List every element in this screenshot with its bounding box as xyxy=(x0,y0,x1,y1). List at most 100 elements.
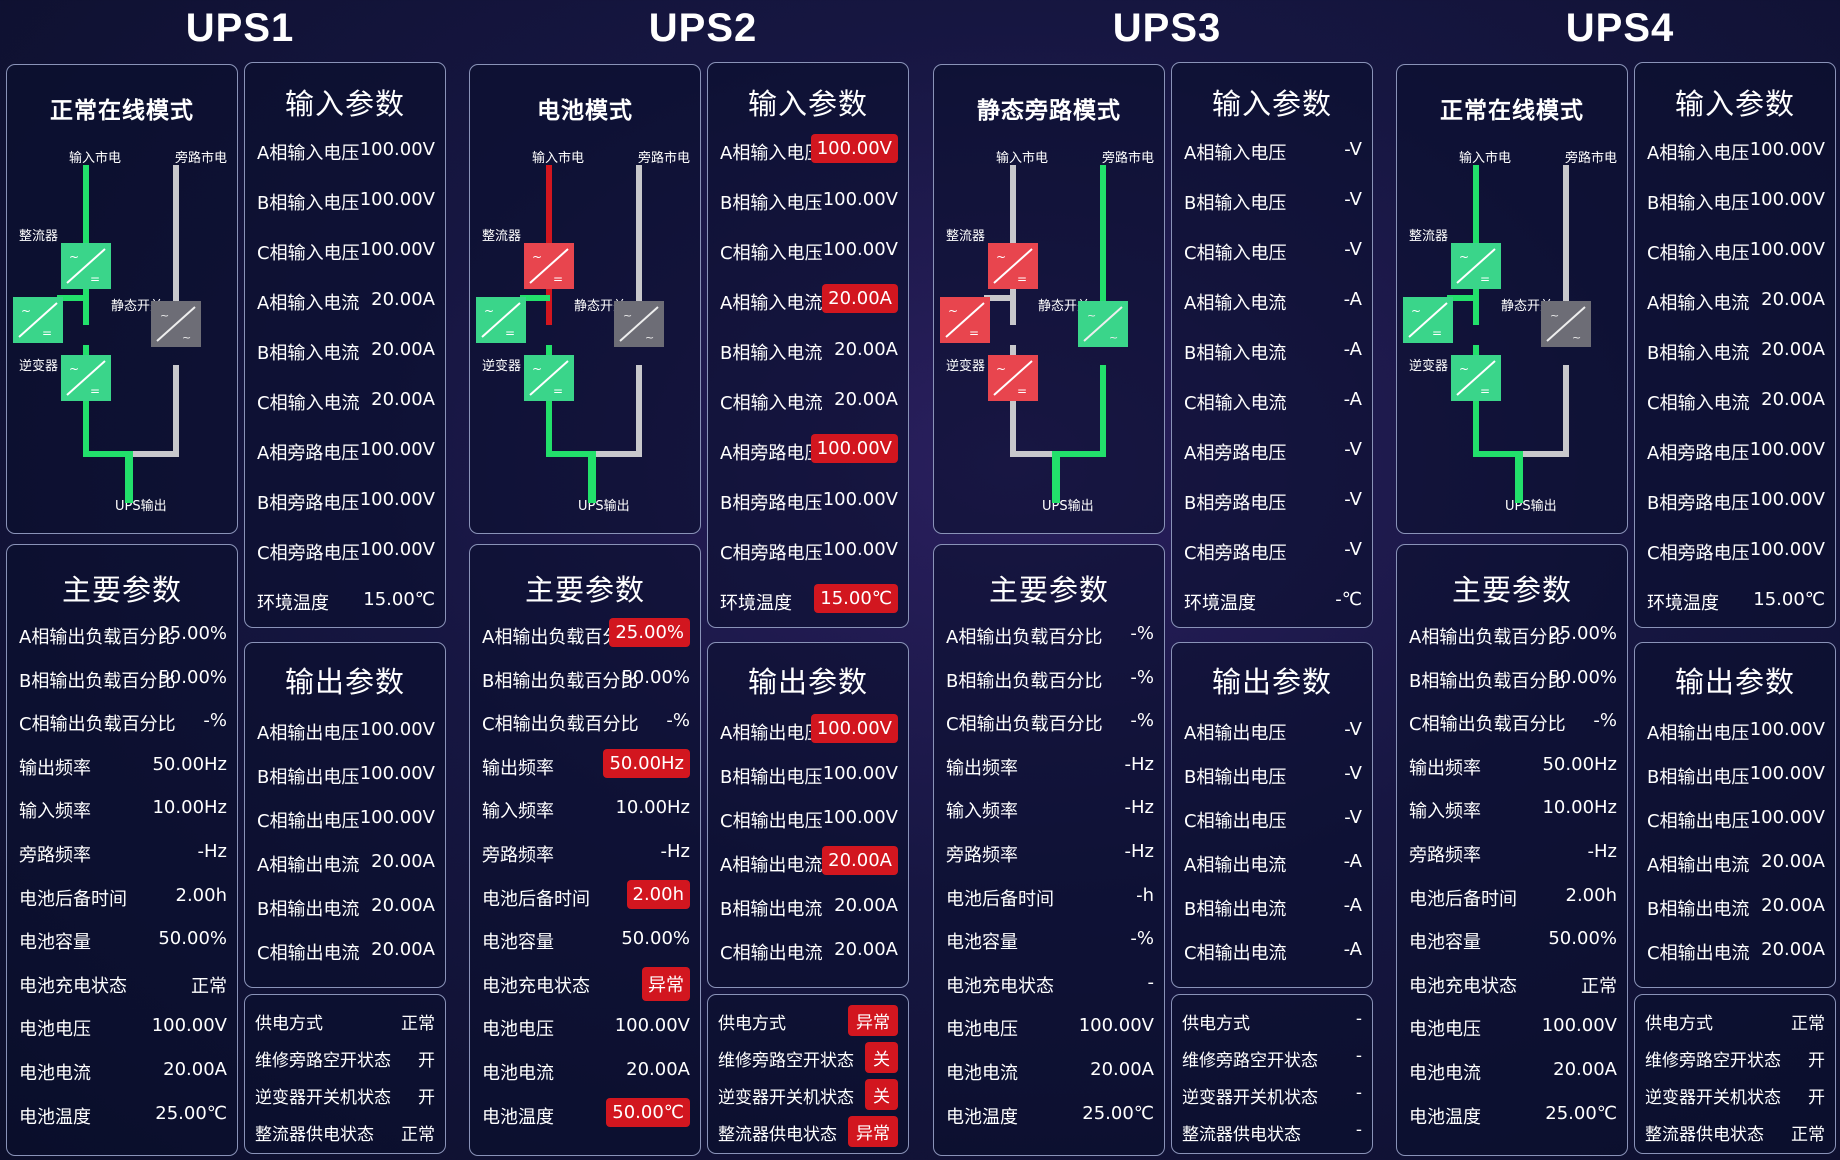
bypass-line xyxy=(1100,165,1106,325)
param-label: B相输入电压 xyxy=(1184,193,1287,214)
param-label: C相输出负载百分比 xyxy=(946,714,1103,736)
param-value: 100.00V xyxy=(359,763,435,784)
param-value: 20.00A xyxy=(834,339,898,360)
param-value-alarm: 100.00V xyxy=(810,714,898,743)
inverter-icon: ~ = xyxy=(524,355,574,401)
param-value: -Hz xyxy=(1124,753,1154,775)
output-line xyxy=(1515,451,1523,503)
dc-bus-line xyxy=(1010,285,1016,325)
svg-text:=: = xyxy=(553,384,563,398)
param-value: 100.00V xyxy=(1078,1015,1154,1037)
param-value: 20.00A xyxy=(371,289,435,310)
param-label: 整流器供电状态 xyxy=(255,1125,374,1145)
param-label: A相输入电压 xyxy=(1184,143,1287,164)
param-label: 电池电压 xyxy=(19,1019,91,1041)
param-value: 20.00A xyxy=(371,939,435,960)
status-panel: 供电方式 - 维修旁路空开状态 - 逆变器开关机状态 - 整流器供电状态 - xyxy=(1171,994,1373,1154)
param-label: A相输出电流 xyxy=(257,855,360,876)
param-label: 电池电流 xyxy=(946,1063,1018,1084)
svg-text:~: ~ xyxy=(623,309,632,322)
param-value: 100.00V xyxy=(822,239,898,260)
battery-link-line xyxy=(984,295,1014,301)
param-value: 100.00V xyxy=(359,489,435,510)
param-value: -A xyxy=(1343,289,1362,310)
param-value: 100.00V xyxy=(1749,139,1825,160)
static-switch-icon: ~ ~ xyxy=(614,301,664,347)
param-value: -h xyxy=(1136,884,1154,906)
mode-diagram-panel: 电池模式输入市电旁路市电整流器电池逆变器静态开关UPS输出~=~=~=~~ xyxy=(469,64,701,534)
param-value: 正常 xyxy=(1791,1125,1825,1145)
rectifier-label: 整流器 xyxy=(19,229,59,244)
output-join-line-active xyxy=(83,451,131,457)
param-value: -% xyxy=(1130,710,1154,732)
param-label: 电池温度 xyxy=(946,1106,1018,1128)
param-label: A相旁路电压 xyxy=(1184,443,1287,464)
output-line xyxy=(588,451,596,503)
battery-icon: ~ = xyxy=(13,297,63,343)
param-value: 20.00A xyxy=(1761,389,1825,410)
output-join-line-active xyxy=(1473,451,1521,457)
output-params-panel: 输出参数 A相输出电压 100.00V B相输出电压 100.00V C相输出电压 100.… xyxy=(707,642,909,988)
ups-unit-3: UPS3静态旁路模式输入市电旁路市电整流器电池逆变器静态开关UPS输出~=~=~… xyxy=(927,0,1387,1160)
param-value: 100.00V xyxy=(359,439,435,460)
battery-link-line xyxy=(520,295,550,301)
svg-text:=: = xyxy=(1480,384,1490,398)
param-value: - xyxy=(1147,971,1155,993)
inverter-label: 逆变器 xyxy=(19,359,59,374)
param-label: 旁路频率 xyxy=(19,845,91,866)
output-line xyxy=(125,451,133,503)
param-value: 15.00℃ xyxy=(1753,589,1825,610)
input-mains-label: 输入市电 xyxy=(1459,151,1512,166)
param-value: 20.00A xyxy=(1761,289,1825,310)
ups-unit-1: UPS1正常在线模式输入市电旁路市电整流器电池逆变器静态开关UPS输出~=~=~… xyxy=(0,0,460,1160)
status-panel: 供电方式 异常 维修旁路空开状态关逆变器开关机状态关整流器供电状态 异常 xyxy=(707,994,909,1154)
param-value: 20.00A xyxy=(371,895,435,916)
param-value: -Hz xyxy=(197,841,227,862)
param-label: C相输出电压 xyxy=(257,811,360,832)
main-params-title: 主要参数 xyxy=(1451,573,1572,607)
param-label: 电池电压 xyxy=(1409,1019,1481,1041)
svg-text:=: = xyxy=(90,272,100,286)
param-value: 20.00A xyxy=(371,851,435,872)
input-params-panel: 输入参数 A相输入电压 100.00V B相输入电压 100.00V C相输入电压 100.… xyxy=(707,62,909,628)
output-params-panel: 输出参数 A相输出电压 -V B相输出电压 -V C相输出电压 -V A相输出电流 -A B相输出… xyxy=(1171,642,1373,988)
param-value: 15.00℃ xyxy=(363,589,435,610)
param-value-alarm: 关 xyxy=(865,1079,898,1110)
param-value: 100.00V xyxy=(1749,807,1825,828)
param-value: 正常 xyxy=(1791,1014,1825,1034)
param-label: 电池容量 xyxy=(946,932,1018,954)
param-value: 开 xyxy=(418,1088,435,1108)
status-panel: 供电方式 正常 维修旁路空开状态开逆变器开关机状态开整流器供电状态 正常 xyxy=(244,994,446,1154)
static-switch-label: 静态开关 xyxy=(1038,299,1091,314)
param-value: 50.00% xyxy=(621,666,690,688)
param-label: 环境温度 xyxy=(720,593,792,614)
param-value: 25.00℃ xyxy=(155,1102,227,1124)
svg-text:=: = xyxy=(1432,326,1442,340)
output-join-line-active xyxy=(546,451,594,457)
svg-text:~: ~ xyxy=(182,331,191,344)
param-value: 50.00% xyxy=(1548,928,1617,950)
ups-title: UPS4 xyxy=(1565,6,1675,50)
bypass-mains-label: 旁路市电 xyxy=(1565,151,1618,166)
param-label: 电池充电状态 xyxy=(482,975,590,997)
battery-icon: ~ = xyxy=(940,297,990,343)
param-value: -℃ xyxy=(1335,589,1362,610)
param-value: - xyxy=(1355,1083,1362,1103)
inverter-out-line xyxy=(83,395,89,455)
param-label: A相输入电压 xyxy=(257,143,360,164)
param-value: 100.00V xyxy=(822,189,898,210)
svg-text:=: = xyxy=(1017,384,1027,398)
input-params-panel: 输入参数 A相输入电压 100.00V B相输入电压 100.00V C相输入电压 100.… xyxy=(244,62,446,628)
param-label: 逆变器开关机状态 xyxy=(255,1088,391,1108)
bypass-line-lower xyxy=(636,365,642,457)
param-value: -Hz xyxy=(1124,841,1154,862)
output-params-title: 输出参数 xyxy=(284,665,405,699)
param-label: 供电方式 xyxy=(255,1014,323,1034)
param-value: 50.00Hz xyxy=(1542,753,1617,775)
param-value: 开 xyxy=(1808,1088,1825,1108)
param-label: 电池电流 xyxy=(1409,1063,1481,1084)
param-label: 输出频率 xyxy=(19,757,91,779)
param-value: 50.00Hz xyxy=(152,753,227,775)
param-label: 环境温度 xyxy=(1647,593,1719,614)
svg-text:~: ~ xyxy=(21,304,31,318)
